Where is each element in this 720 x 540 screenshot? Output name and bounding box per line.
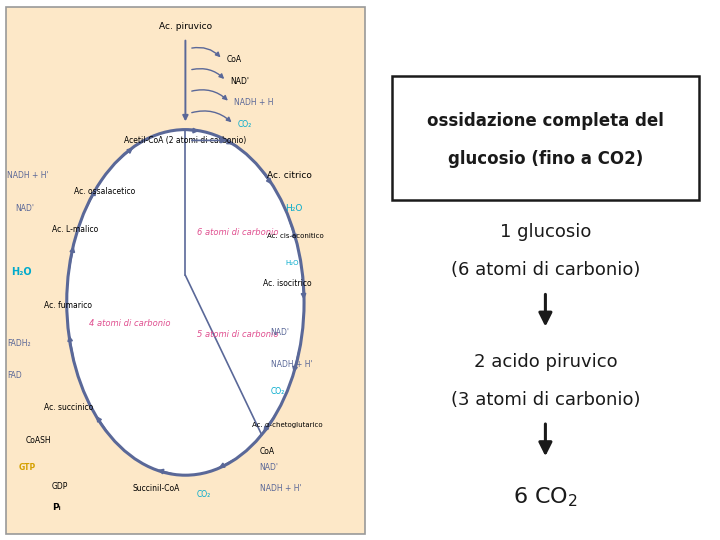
Text: NADH + H': NADH + H' xyxy=(7,171,49,180)
Text: Pᵢ: Pᵢ xyxy=(52,503,60,512)
Text: Succinil-CoA: Succinil-CoA xyxy=(132,484,179,494)
Text: NAD': NAD' xyxy=(260,463,279,472)
Text: CO₂: CO₂ xyxy=(238,120,251,129)
Text: Ac. fumarico: Ac. fumarico xyxy=(45,301,92,310)
Text: Ac. L-malico: Ac. L-malico xyxy=(52,225,98,234)
Text: ossidazione completa del: ossidazione completa del xyxy=(427,112,664,131)
Text: H₂O: H₂O xyxy=(11,267,32,278)
Text: Ac. isocitrico: Ac. isocitrico xyxy=(264,279,312,288)
Text: GTP: GTP xyxy=(19,463,36,472)
Text: 6 atomi di carbonio: 6 atomi di carbonio xyxy=(197,228,278,237)
Text: Ac. citrico: Ac. citrico xyxy=(267,171,312,180)
Text: CO₂: CO₂ xyxy=(271,387,285,396)
Text: CoASH: CoASH xyxy=(26,436,52,445)
Text: H₂O: H₂O xyxy=(286,204,303,213)
FancyBboxPatch shape xyxy=(392,76,699,200)
Text: Ac. α-chetoglutarico: Ac. α-chetoglutarico xyxy=(252,422,323,428)
Text: NADH + H': NADH + H' xyxy=(260,484,301,494)
Text: NADH + H': NADH + H' xyxy=(271,360,312,369)
Text: 5 atomi di carbonio: 5 atomi di carbonio xyxy=(197,330,278,339)
Text: NAD': NAD' xyxy=(230,77,249,85)
Text: glucosio (fino a CO2): glucosio (fino a CO2) xyxy=(448,150,643,168)
Text: CoA: CoA xyxy=(226,55,241,64)
Text: NADH + H: NADH + H xyxy=(233,98,273,107)
Text: Acetil-CoA (2 atomi di carbonio): Acetil-CoA (2 atomi di carbonio) xyxy=(125,136,246,145)
Text: 4 atomi di carbonio: 4 atomi di carbonio xyxy=(89,320,171,328)
Text: NAD': NAD' xyxy=(15,204,34,213)
Text: Ac. ossalacetico: Ac. ossalacetico xyxy=(74,187,135,197)
Text: H₂O: H₂O xyxy=(286,260,299,266)
Text: FADH₂: FADH₂ xyxy=(7,339,31,348)
Text: Ac. piruvico: Ac. piruvico xyxy=(159,22,212,31)
Text: GDP: GDP xyxy=(52,482,68,491)
Text: CO₂: CO₂ xyxy=(197,490,211,499)
Text: 6 CO$_2$: 6 CO$_2$ xyxy=(513,485,577,509)
Text: FAD: FAD xyxy=(7,371,22,380)
Text: CoA: CoA xyxy=(260,447,275,456)
Circle shape xyxy=(67,130,304,475)
Text: (3 atomi di carbonio): (3 atomi di carbonio) xyxy=(451,390,640,409)
Text: (6 atomi di carbonio): (6 atomi di carbonio) xyxy=(451,261,640,279)
Text: 2 acido piruvico: 2 acido piruvico xyxy=(474,353,617,371)
Text: Ac. cis-aconitico: Ac. cis-aconitico xyxy=(267,233,324,239)
Text: 1 glucosio: 1 glucosio xyxy=(500,223,591,241)
Text: NAD': NAD' xyxy=(271,328,289,337)
Text: Ac. succinico: Ac. succinico xyxy=(45,403,94,413)
